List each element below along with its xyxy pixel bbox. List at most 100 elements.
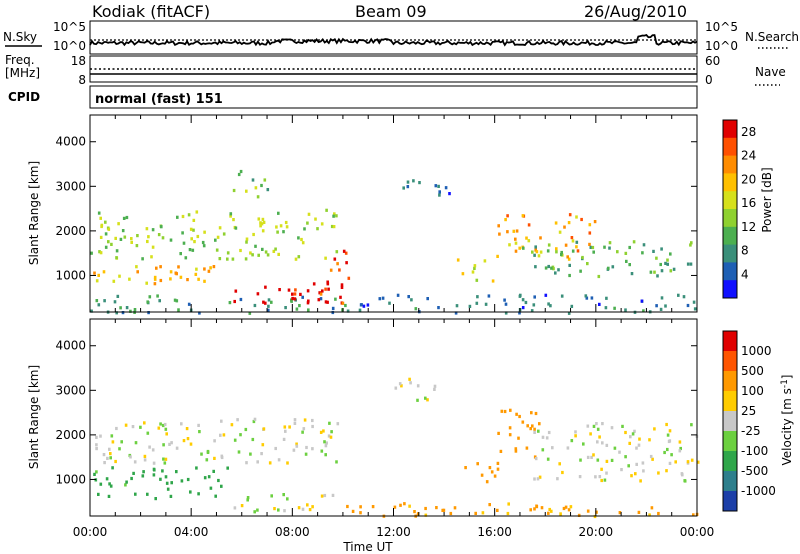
heatmap-cell [509,408,512,412]
heatmap-cell [346,504,349,509]
heatmap-cell [575,215,578,219]
heatmap-cell [630,474,633,478]
colorbar-tick-label: 20 [741,172,756,186]
heatmap-cell [180,422,183,426]
heatmap-cell [550,266,553,270]
heatmap-cell [508,243,511,247]
heatmap-cell [260,183,263,188]
heatmap-cell [414,307,418,311]
heatmap-cell [109,452,112,456]
heatmap-cell [233,299,236,304]
freq-panel: Freq. [MHz] 18 8 Nave 60 0 [5,53,786,87]
heatmap-cell [406,185,410,189]
heatmap-cell [283,425,287,429]
heatmap-cell [111,466,114,470]
heatmap-cell [567,311,571,315]
colorbar-tick-label: 25 [741,404,756,418]
colorbar-segment [723,191,737,210]
heatmap-cell [148,445,151,449]
heatmap-cell [328,421,331,425]
heatmap-cell [197,423,200,427]
heatmap-cell [338,268,341,272]
heatmap-cell [531,424,534,428]
heatmap-cell [648,513,651,517]
heatmap-cell [245,461,248,465]
nsky-trace [89,33,698,47]
heatmap-cell [551,446,554,450]
heatmap-cell [306,301,310,305]
heatmap-cell [319,297,323,301]
heatmap-cell [500,409,504,413]
heatmap-cell [507,502,510,506]
heatmap-cell [293,297,297,301]
heatmap-cell [252,419,256,424]
heatmap-cell [596,427,600,431]
heatmap-cell [275,225,278,229]
heatmap-cell [229,212,233,216]
heatmap-cell [218,257,222,261]
heatmap-cell [245,189,248,193]
heatmap-cell [521,420,525,424]
heatmap-cell [668,461,672,465]
heatmap-cell [262,300,265,304]
colorbar-tick-label: -1000 [741,484,776,498]
heatmap-cell [273,507,276,511]
heatmap-cell [600,467,603,471]
heatmap-cell [130,240,133,244]
heatmap-cell [324,300,328,304]
heatmap-cell [657,511,660,516]
heatmap-cell [653,427,656,431]
heatmap-cell [550,509,553,513]
heatmap-cell [121,311,125,315]
heatmap-cell [207,475,211,479]
nsearch-tick-low: 10^0 [705,39,738,53]
heatmap-cell [597,274,601,279]
heatmap-cell [471,270,475,274]
heatmap-cell [145,281,148,285]
heatmap-cell [333,212,336,216]
heatmap-cell [592,424,596,428]
heatmap-cell [186,437,190,441]
heatmap-cell [324,287,327,291]
heatmap-cell [95,435,98,439]
heatmap-cell [548,507,551,512]
nsky-tick-low: 10^0 [53,39,86,53]
heatmap-cell [601,422,604,426]
heatmap-cell [525,236,528,240]
heatmap-cell [518,294,522,298]
heatmap-cell [558,230,562,234]
heatmap-cell [473,264,477,268]
heatmap-cell [503,298,506,302]
heatmap-cell [330,224,334,229]
heatmap-cell [286,461,289,465]
heatmap-cell [197,277,200,281]
heatmap-cell [108,482,111,486]
heatmap-cell [547,430,551,435]
heatmap-cell [307,299,310,303]
heatmap-cell [341,301,345,305]
nave-tick-high: 60 [705,54,720,68]
heatmap-cell [298,304,301,308]
heatmap-cell [284,429,287,433]
heatmap-cell [329,435,333,439]
heatmap-cell [324,256,327,260]
heatmap-cell [588,223,592,227]
heatmap-cell [531,250,534,254]
heatmap-cell [262,427,266,431]
heatmap-cell [605,443,609,447]
heatmap-cell [306,221,309,225]
heatmap-cell [571,249,575,253]
colorbar-tick-label: 24 [741,149,756,163]
heatmap-cell [574,434,577,438]
heatmap-cell [538,475,542,479]
heatmap-cell [332,214,335,218]
heatmap-cell [120,440,123,444]
heatmap-cell [311,447,314,451]
heatmap-cell [267,308,270,312]
power-y-ticks: 1000 2000 3000 4000 [55,135,697,282]
heatmap-cell [128,277,131,281]
heatmap-cell [400,384,403,388]
heatmap-cell [220,484,223,488]
heatmap-cell [681,473,684,477]
heatmap-cell [476,295,479,299]
